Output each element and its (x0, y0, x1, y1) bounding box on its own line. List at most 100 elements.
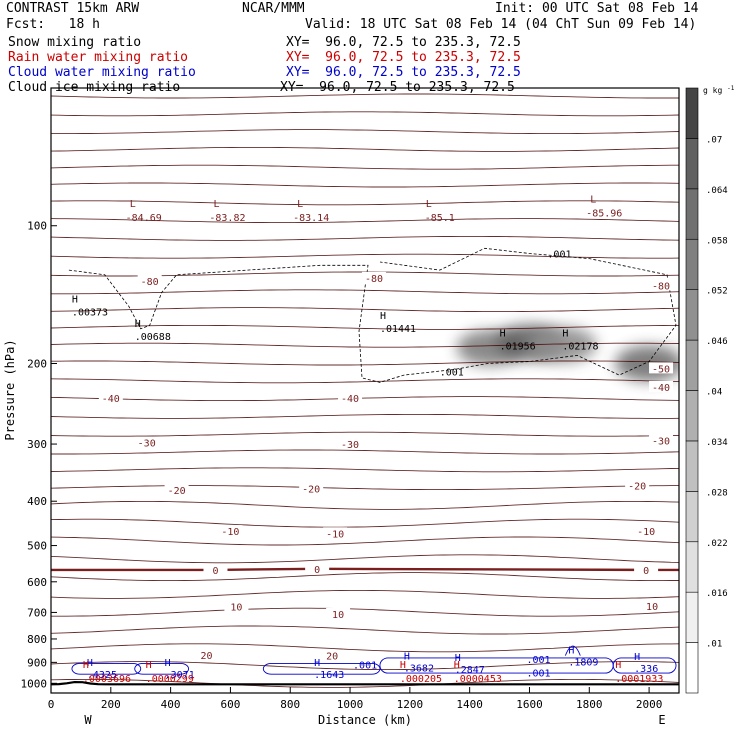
temperature-label-bg (361, 271, 386, 283)
temperature-contour-label: -10 (637, 527, 655, 538)
temperature-low-value: -85.1 (425, 213, 455, 224)
colorbar-swatch (685, 238, 699, 290)
theta-contour-line (51, 554, 679, 564)
temperature-label-bg (137, 274, 162, 286)
x-axis-tick-label: 800 (280, 698, 300, 711)
theta-contour-line (51, 289, 679, 295)
y-axis-tick-label: 400 (27, 495, 47, 508)
theta-contour-line (51, 129, 679, 135)
colorbar-level-label: .058 (706, 236, 728, 246)
terrain-line (51, 680, 679, 686)
cloud-water-high-value: .3682 (404, 663, 434, 674)
temperature-low-marker: L (130, 199, 136, 210)
temperature-label-bg (338, 392, 363, 404)
colorbar-level-label: .046 (706, 337, 728, 347)
temperature-low-value: -84.69 (126, 213, 162, 224)
rain-high-value: .0001933 (615, 674, 663, 685)
temperature-low-marker: L (213, 199, 219, 210)
temperature-contour-label: -80 (652, 281, 670, 292)
cloud-water-high-marker: H (634, 652, 640, 663)
rain-high-value: .000205 (400, 674, 442, 685)
temperature-label-bg (299, 482, 324, 494)
theta-contour-line (51, 431, 679, 437)
cloud-ice-contour-label: .001 (547, 250, 571, 261)
ice-shading-blob (528, 326, 597, 363)
y-axis-tick-label: 100 (27, 220, 47, 233)
theta-contour-line (51, 678, 679, 688)
theta-contour-line (51, 536, 679, 546)
temperature-label-bg (134, 436, 159, 448)
colorbar-swatch (685, 138, 699, 190)
temperature-contour-label: -40 (341, 394, 359, 405)
theta-contour-line (51, 485, 679, 491)
field-label-snow: Snow mixing ratio (8, 35, 142, 50)
theta-contour-line (51, 661, 679, 671)
colorbar-level-label: .07 (706, 135, 722, 145)
theta-contour-line (51, 589, 679, 599)
x-axis-tick-label: 400 (161, 698, 181, 711)
temperature-contour-label: -40 (652, 383, 670, 394)
cloud-ice-high-value: .02178 (562, 341, 598, 352)
y-axis-tick-label: 300 (27, 438, 47, 451)
cloud-ice-high-marker: H (380, 311, 386, 322)
temperature-label-bg (625, 479, 650, 491)
theta-contour-line (51, 643, 679, 653)
temperature-low-value: -85.96 (586, 208, 622, 219)
temperature-contour-label: -10 (221, 527, 239, 538)
temperature-contour-label: 10 (332, 610, 344, 621)
rain-high-marker: H (454, 660, 460, 671)
temperature-contour-label: 0 (212, 566, 218, 577)
temperature-label-bg (326, 607, 351, 619)
temperature-low-value: -83.82 (209, 213, 245, 224)
colorbar-swatch (685, 440, 699, 492)
cloud-water-contour-label: .001 (526, 669, 550, 680)
x-axis-tick-label: 2000 (636, 698, 663, 711)
x-axis-tick-label: 0 (48, 698, 55, 711)
cloud-water-high-marker: H (314, 658, 320, 669)
colorbar-swatch (685, 541, 699, 593)
cloud-water-contour (262, 663, 381, 675)
theta-contour-line (51, 218, 679, 224)
cloud-water-contour (71, 663, 142, 675)
colorbar-unit: g kg -1 (703, 85, 735, 95)
y-axis-label: Pressure (hPa) (3, 339, 17, 440)
x-axis-tick-label: 1800 (576, 698, 603, 711)
colorbar-swatch (685, 591, 699, 643)
theta-contour-line (51, 307, 679, 313)
field-label-cloud-water: Cloud water mixing ratio (8, 65, 196, 80)
temperature-label-bg (649, 380, 674, 392)
temperature-low-value: -83.14 (293, 213, 329, 224)
temperature-label-bg (98, 392, 123, 404)
cloud-water-high-marker: H (87, 658, 93, 669)
temperature-label-bg (305, 562, 330, 574)
theta-contour-line (51, 200, 679, 206)
temperature-contour-label: -30 (652, 437, 670, 448)
cloud-ice-contour-label: .001 (440, 367, 464, 378)
temperature-contour-label: -10 (326, 529, 344, 540)
east-end-label: E (658, 713, 665, 727)
rain-high-marker: H (83, 660, 89, 671)
y-axis-tick-label: 700 (27, 606, 47, 619)
cloud-water-high-value: .1643 (314, 670, 344, 681)
colorbar-swatch (685, 642, 699, 694)
cloud-ice-high-value: .01956 (500, 341, 536, 352)
y-axis-tick-label: 800 (27, 633, 47, 646)
temperature-contour-label: -30 (138, 439, 156, 450)
cloud-ice-high-marker: H (135, 319, 141, 330)
forecast-hour: Fcst: 18 h (6, 17, 100, 32)
x-axis-tick-label: 1000 (337, 698, 364, 711)
field-xy-cloud-water: XY= 96.0, 72.5 to 235.3, 72.5 (286, 65, 521, 80)
field-label-rain: Rain water mixing ratio (8, 50, 189, 65)
rain-high-value: .0000453 (454, 674, 502, 685)
colorbar-swatch (685, 188, 699, 240)
theta-contour-line (51, 146, 679, 152)
cloud-water-contour (612, 657, 677, 674)
colorbar-level-label: .01 (706, 640, 722, 650)
y-axis-tick-label: 1000 (21, 677, 48, 690)
theta-contour-line (51, 342, 679, 348)
temperature-contour-label: 0 (314, 565, 320, 576)
temperature-label-bg (634, 563, 659, 575)
temperature-label-bg (164, 483, 189, 495)
temperature-label-bg (320, 649, 345, 661)
cloud-water-high-value: .3071 (165, 670, 195, 681)
